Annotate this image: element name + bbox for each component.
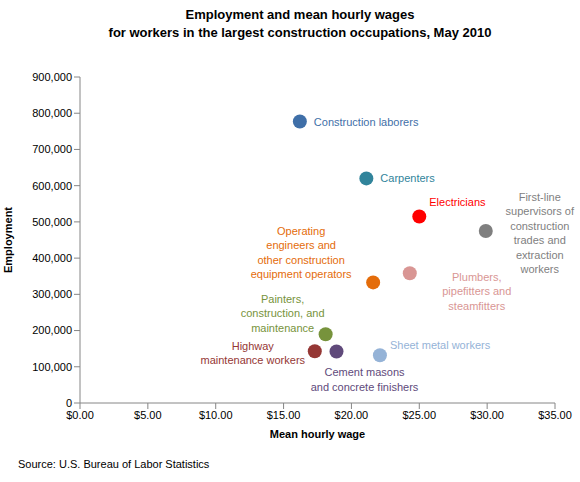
svg-text:100,000: 100,000 [32,361,72,373]
svg-text:700,000: 700,000 [32,143,72,155]
html-text:Source: U.S. Bureau of Labor S: Source: U.S. Bureau of Labor Statistics [18,458,210,470]
svg-text:$25.00: $25.00 [402,409,436,421]
svg-text:Carpenters: Carpenters [380,172,435,184]
svg-text:Highwaymaintenance workers: Highwaymaintenance workers [201,340,306,367]
svg-text:Mean hourly wage: Mean hourly wage [270,428,365,440]
svg-text:Operatingengineers andother co: Operatingengineers andother construction… [251,225,352,281]
svg-text:$5.00: $5.00 [134,409,162,421]
svg-text:500,000: 500,000 [32,216,72,228]
svg-text:300,000: 300,000 [32,288,72,300]
svg-text:200,000: 200,000 [32,324,72,336]
svg-text:$0.00: $0.00 [66,409,94,421]
svg-text:$10.00: $10.00 [199,409,233,421]
svg-text:Sheet metal workers: Sheet metal workers [390,339,491,351]
svg-text:Cement masonsand concrete fini: Cement masonsand concrete finishers [311,366,419,393]
svg-text:$20.00: $20.00 [335,409,369,421]
svg-text:Plumbers,pipefitters andsteamf: Plumbers,pipefitters andsteamfitters [442,271,511,312]
svg-text:First-linesupervisors ofconstr: First-linesupervisors ofconstructiontrad… [506,191,572,276]
svg-text:900,000: 900,000 [32,71,72,83]
svg-text:$35.00: $35.00 [538,409,572,421]
svg-text:800,000: 800,000 [32,107,72,119]
html-text:for workers in the largest con: for workers in the largest construction … [108,25,492,40]
svg-text:0: 0 [66,397,72,409]
svg-text:Painters,construction, andmain: Painters,construction, andmaintenance [241,293,325,334]
svg-text:Employment: Employment [8,207,14,273]
svg-text:$30.00: $30.00 [470,409,504,421]
svg-text:$15.00: $15.00 [267,409,301,421]
html-text:Employment and mean hourly wag: Employment and mean hourly wages [185,7,415,22]
svg-text:Electricians: Electricians [429,196,486,208]
svg-text:Construction laborers: Construction laborers [314,116,419,128]
svg-text:400,000: 400,000 [32,252,72,264]
svg-text:600,000: 600,000 [32,180,72,192]
